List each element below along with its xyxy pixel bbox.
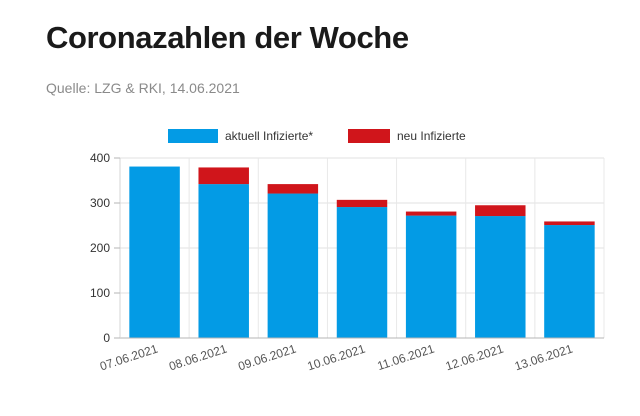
y-tick-label: 100 — [90, 286, 110, 300]
x-tick-label: 13.06.2021 — [513, 341, 575, 373]
y-tick-label: 300 — [90, 196, 110, 210]
bar-aktuell-infizierte — [198, 184, 249, 338]
y-axis-ticks: 0 100 200 300 400 — [90, 151, 120, 345]
legend-swatch-neu — [348, 129, 390, 143]
x-tick-label: 07.06.2021 — [98, 341, 160, 373]
chart-source: Quelle: LZG & RKI, 14.06.2021 — [46, 80, 240, 96]
bar-aktuell-infizierte — [129, 166, 180, 338]
bar-aktuell-infizierte — [544, 225, 595, 338]
legend-label-aktuell: aktuell Infizierte* — [225, 129, 313, 143]
bar-neu-infizierte — [544, 221, 595, 226]
bar-neu-infizierte — [475, 205, 526, 217]
y-tick-label: 200 — [90, 241, 110, 255]
bar-aktuell-infizierte — [336, 207, 388, 338]
bar-neu-infizierte — [267, 184, 319, 194]
x-tick-label: 12.06.2021 — [444, 341, 506, 373]
legend-label-neu: neu Infizierte — [397, 129, 466, 143]
y-tick-label: 0 — [103, 331, 110, 345]
x-tick-label: 10.06.2021 — [305, 341, 367, 373]
x-tick-label: 11.06.2021 — [375, 341, 436, 373]
chart-title: Coronazahlen der Woche — [46, 20, 409, 55]
y-tick-label: 400 — [90, 151, 110, 165]
x-axis-ticks: 07.06.2021 08.06.2021 09.06.2021 10.06.2021… — [98, 341, 575, 373]
bar-aktuell-infizierte — [405, 215, 457, 338]
bar-neu-infizierte — [336, 199, 388, 208]
bar-neu-infizierte — [405, 211, 457, 216]
bar-aktuell-infizierte — [267, 193, 319, 338]
chart-legend: aktuell Infizierte* neu Infizierte — [168, 129, 466, 143]
bar-aktuell-infizierte — [475, 216, 526, 338]
legend-swatch-aktuell — [168, 129, 218, 143]
x-tick-label: 09.06.2021 — [236, 341, 298, 373]
x-tick-label: 08.06.2021 — [167, 341, 229, 373]
bar-neu-infizierte — [198, 167, 249, 185]
chart-bars — [129, 166, 595, 338]
